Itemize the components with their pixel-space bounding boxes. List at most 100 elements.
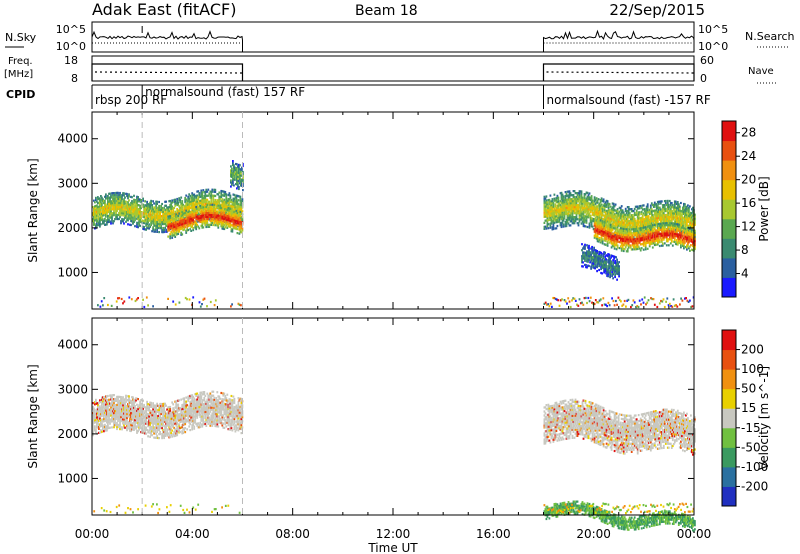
echo-cell — [597, 226, 600, 229]
echo-cell — [588, 204, 591, 207]
echo-cell — [169, 215, 172, 218]
echo-cell — [204, 196, 207, 200]
echo-cell — [205, 221, 208, 225]
echo-cell — [228, 209, 231, 212]
echo-cell — [621, 233, 624, 236]
echo-cell — [681, 232, 683, 235]
echo-cell — [642, 220, 645, 223]
echo-cell — [613, 243, 616, 246]
echo-cell — [625, 224, 628, 227]
echo-cell — [659, 216, 662, 219]
echo-cell — [177, 232, 180, 235]
echo-cell — [614, 219, 617, 222]
echo-cell — [216, 224, 219, 227]
echo-cell — [589, 216, 592, 219]
echo-cell — [583, 205, 586, 208]
echo-cell — [205, 219, 208, 223]
echo-cell — [148, 227, 150, 230]
echo-cell — [596, 221, 599, 225]
echo-cell — [233, 217, 236, 220]
echo-cell — [608, 227, 611, 230]
echo-cell — [574, 216, 577, 219]
echo-cell — [198, 206, 201, 209]
echo-cell — [222, 211, 225, 214]
echo-cell — [621, 239, 624, 242]
echo-cell — [651, 246, 654, 249]
echo-cell — [116, 203, 118, 207]
echo-cell — [139, 224, 141, 227]
echo-cell — [568, 204, 571, 207]
echo-cell — [114, 199, 116, 203]
echo-cell — [657, 210, 660, 213]
echo-cell — [202, 226, 205, 229]
echo-cell — [120, 204, 122, 207]
echo-cell — [210, 217, 213, 220]
echo-cell — [229, 196, 232, 199]
echo-cell — [678, 207, 681, 210]
echo-cell — [593, 224, 596, 227]
echo-cell — [170, 201, 173, 204]
echo-cell — [239, 218, 242, 222]
echo-cell — [558, 208, 561, 211]
echo-cell — [664, 217, 667, 221]
echo-cell — [218, 216, 221, 219]
echo-cell — [584, 201, 587, 204]
echo-cell — [658, 218, 661, 221]
echo-cell — [182, 203, 185, 206]
echo-cell — [654, 223, 657, 226]
echo-cell — [634, 240, 637, 243]
echo-cell — [689, 223, 691, 226]
echo-cell — [628, 240, 631, 243]
echo-cell — [609, 219, 612, 222]
echo-cell — [219, 195, 222, 198]
echo-cell — [632, 236, 635, 239]
echo-cell — [617, 220, 620, 223]
echo-cell — [678, 211, 681, 214]
echo-cell — [183, 214, 186, 217]
echo-cell — [576, 208, 579, 211]
echo-cell — [623, 234, 626, 237]
echo-cell — [567, 202, 570, 205]
echo-cell — [106, 209, 108, 212]
echo-cell — [604, 229, 607, 232]
echo-cell — [622, 233, 625, 236]
echo-cell — [553, 199, 556, 202]
echo-cell — [602, 198, 605, 201]
echo-cell — [623, 225, 626, 228]
echo-cell — [136, 221, 138, 224]
echo-cell — [146, 222, 148, 226]
echo-cell — [586, 244, 588, 247]
echo-cell — [127, 217, 129, 220]
echo-cell — [661, 238, 664, 241]
echo-cell — [594, 202, 597, 205]
echo-cell — [592, 258, 594, 261]
echo-cell — [668, 224, 671, 227]
echo-cell — [219, 208, 222, 212]
echo-cell — [185, 221, 188, 224]
echo-cell — [642, 224, 645, 227]
echo-cell — [171, 232, 174, 235]
echo-cell — [660, 220, 663, 223]
echo-cell — [124, 214, 126, 217]
echo-cell — [188, 197, 191, 200]
echo-cell — [604, 211, 607, 214]
echo-cell — [587, 202, 590, 205]
echo-cell — [662, 220, 665, 223]
echo-cell — [627, 238, 630, 241]
echo-cell — [555, 207, 558, 210]
echo-cell — [580, 210, 583, 213]
echo-cell — [689, 205, 691, 208]
echo-cell — [147, 209, 149, 212]
echo-cell — [565, 220, 568, 224]
echo-cell — [625, 234, 628, 237]
echo-cell — [107, 196, 109, 200]
echo-cell — [559, 216, 562, 219]
echo-cell — [181, 200, 184, 203]
echo-cell — [209, 213, 212, 216]
echo-cell — [677, 237, 680, 240]
echo-cell — [581, 261, 583, 264]
echo-cell — [160, 227, 162, 230]
echo-cell — [646, 237, 649, 240]
echo-cell — [190, 211, 193, 214]
echo-cell — [235, 223, 238, 226]
